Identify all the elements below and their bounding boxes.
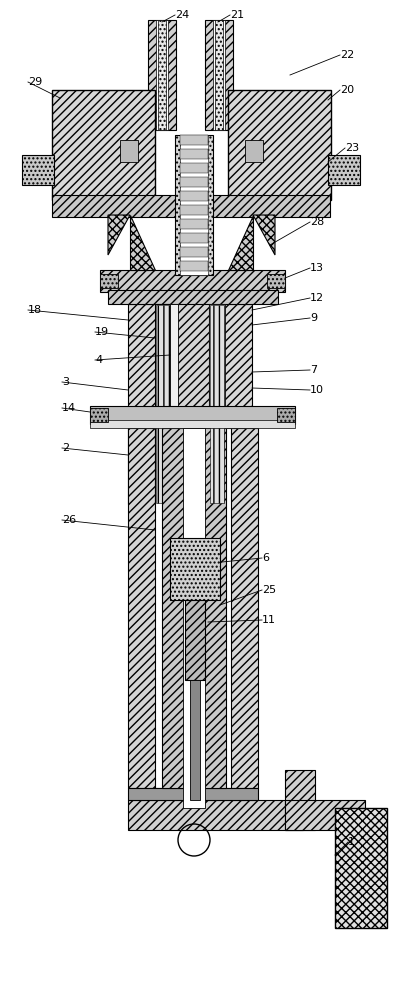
Text: 21: 21: [230, 10, 244, 20]
Bar: [155, 428, 231, 788]
Bar: [328, 155, 360, 185]
Bar: [190, 680, 200, 800]
Bar: [224, 304, 252, 504]
Bar: [175, 135, 213, 275]
Bar: [52, 195, 330, 217]
Bar: [128, 800, 303, 830]
Bar: [180, 233, 208, 243]
Bar: [148, 20, 176, 130]
Text: 24: 24: [175, 10, 189, 20]
Text: 12: 12: [310, 293, 324, 303]
Bar: [170, 538, 220, 600]
Bar: [156, 305, 170, 503]
Text: 26: 26: [62, 515, 76, 525]
Bar: [335, 808, 387, 928]
Bar: [245, 140, 263, 162]
Bar: [180, 191, 208, 201]
Bar: [180, 219, 208, 229]
Text: 14: 14: [62, 403, 76, 413]
Bar: [180, 205, 208, 215]
Text: 7: 7: [310, 365, 317, 375]
Bar: [100, 270, 285, 292]
Text: 28: 28: [310, 217, 324, 227]
Bar: [180, 163, 208, 173]
Bar: [267, 274, 285, 288]
Bar: [128, 788, 258, 800]
Polygon shape: [130, 215, 155, 270]
Text: 25: 25: [262, 585, 276, 595]
Bar: [158, 20, 166, 130]
Bar: [180, 135, 208, 145]
Text: 2: 2: [62, 443, 69, 453]
Text: 11: 11: [262, 615, 276, 625]
Bar: [277, 408, 295, 422]
Bar: [185, 600, 205, 680]
Text: 6: 6: [262, 553, 269, 563]
Bar: [52, 90, 155, 200]
Bar: [120, 140, 138, 162]
Bar: [228, 90, 331, 200]
Bar: [285, 770, 315, 830]
Text: 22: 22: [340, 50, 354, 60]
Bar: [162, 428, 226, 788]
Bar: [285, 800, 365, 830]
Polygon shape: [228, 215, 253, 270]
Text: 13: 13: [310, 263, 324, 273]
Text: 23: 23: [345, 143, 359, 153]
Bar: [155, 304, 171, 504]
Bar: [213, 20, 225, 130]
Text: 18: 18: [28, 305, 42, 315]
Bar: [209, 304, 225, 504]
Bar: [170, 304, 178, 504]
Bar: [215, 20, 223, 130]
Bar: [22, 155, 54, 185]
Bar: [90, 408, 108, 422]
Bar: [180, 149, 208, 159]
Text: 3: 3: [62, 377, 69, 387]
Bar: [180, 261, 208, 271]
Bar: [180, 247, 208, 257]
Text: 9: 9: [310, 313, 317, 323]
Text: 10: 10: [310, 385, 324, 395]
Text: 19: 19: [95, 327, 109, 337]
Bar: [156, 20, 168, 130]
Text: 29: 29: [28, 77, 42, 87]
Text: 20: 20: [340, 85, 354, 95]
Bar: [90, 420, 295, 428]
Bar: [210, 305, 224, 503]
Bar: [128, 428, 258, 788]
Bar: [180, 177, 208, 187]
Bar: [108, 290, 278, 304]
Polygon shape: [253, 215, 275, 255]
Bar: [100, 274, 118, 288]
Bar: [205, 20, 233, 130]
Text: 4: 4: [95, 355, 102, 365]
Polygon shape: [108, 215, 130, 255]
Bar: [180, 135, 208, 275]
Bar: [90, 406, 295, 424]
Bar: [183, 428, 205, 808]
Bar: [177, 290, 209, 505]
Text: 1: 1: [348, 837, 355, 847]
Bar: [128, 304, 156, 504]
